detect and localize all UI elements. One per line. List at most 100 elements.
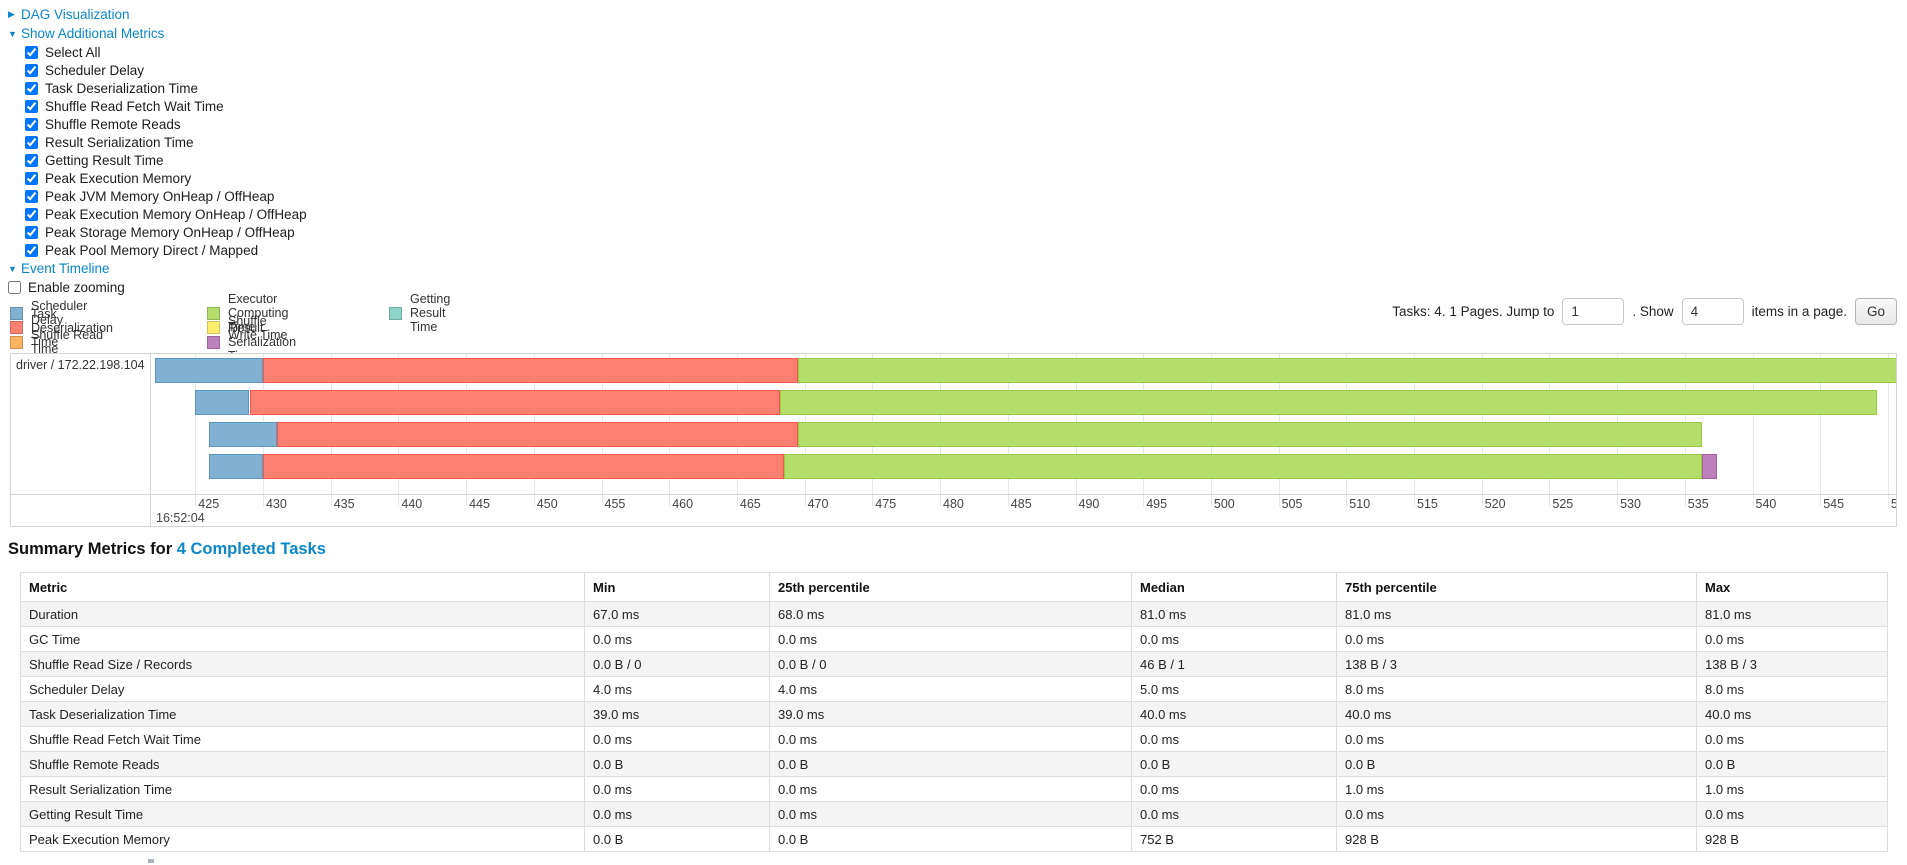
axis-tick-label: 455 (604, 497, 626, 511)
summary-col-header: 25th percentile (769, 572, 1132, 602)
axis-tick (466, 495, 468, 506)
legend-item: Executor Computing Time (207, 292, 296, 334)
scheduler-delay-swatch-icon (10, 306, 23, 320)
metric-checkbox[interactable] (25, 171, 38, 185)
axis-tick (736, 495, 738, 506)
show-additional-metrics-toggle[interactable]: ▼ Show Additional Metrics (8, 24, 307, 43)
task-2-scheduler-delay-bar[interactable] (195, 390, 250, 415)
task-3-executor-computing-bar[interactable] (797, 422, 1703, 447)
legend-item: Shuffle Write Time (207, 314, 296, 342)
metric-checkbox[interactable] (25, 45, 38, 59)
task-1-executor-computing-bar[interactable] (797, 358, 1896, 383)
gridline (1820, 354, 1822, 494)
summary-col-header: Min (584, 572, 770, 602)
summary-row: Shuffle Read Size / Records 0.0 B / 0 0.0 … (20, 651, 1888, 677)
axis-tick (1414, 495, 1415, 506)
metric-checkbox[interactable] (25, 243, 38, 257)
metric-checkbox-row: Shuffle Read Fetch Wait Time (8, 97, 307, 115)
shuffle-write-swatch-icon (207, 321, 220, 335)
go-button[interactable]: Go (1854, 297, 1897, 325)
axis-tick-label: 515 (1417, 497, 1438, 511)
axis-tick-label: 470 (807, 497, 829, 511)
axis-tick-label: 520 (1484, 497, 1506, 511)
metric-name-cell: Task Deserialization Time (20, 701, 585, 727)
executor-computing-swatch-icon (207, 306, 220, 320)
axis-tick-label: 475 (875, 497, 897, 511)
axis-tick (1075, 495, 1077, 506)
enable-zooming-label: Enable zooming (28, 279, 125, 295)
axis-tick-label: 500 (1213, 497, 1235, 511)
enable-zooming-row: Enable zooming (8, 278, 307, 296)
task-4-executor-computing-bar[interactable] (784, 454, 1703, 479)
task-2-executor-computing-bar[interactable] (780, 390, 1878, 415)
legend-column: Executor Computing Time Shuffle Write Tim… (207, 292, 296, 363)
metric-checkbox-label: Shuffle Read Fetch Wait Time (45, 98, 224, 114)
metric-checkbox[interactable] (25, 117, 38, 131)
metric-checkbox[interactable] (25, 99, 38, 113)
items-per-page-input[interactable] (1681, 297, 1744, 325)
summary-metrics-title: Summary Metrics for 4 Completed Tasks (8, 540, 326, 559)
metric-checkbox[interactable] (25, 63, 38, 77)
metric-checkbox[interactable] (25, 135, 38, 149)
axis-tick (872, 495, 874, 506)
task-4-scheduler-delay-bar[interactable] (208, 454, 264, 479)
event-timeline-toggle[interactable]: ▼ Event Timeline (8, 259, 307, 278)
metric-name-cell: Getting Result Time (20, 801, 585, 827)
summary-col-header: Median (1131, 572, 1337, 602)
summary-row: GC Time 0.0 ms 0.0 ms 0.0 ms 0.0 ms 0.0 ms (20, 626, 1888, 652)
metric-value-cell: 0.0 ms (1696, 626, 1888, 652)
axis-tick-label: 465 (739, 497, 761, 511)
summary-row: Shuffle Remote Reads 0.0 B 0.0 B 0.0 B 0.0 B… (20, 751, 1888, 777)
metric-name-cell: Duration (20, 601, 585, 627)
axis-tick (1684, 495, 1686, 506)
metric-value-cell: 0.0 ms (1336, 626, 1697, 652)
task-1-scheduler-delay-bar[interactable] (154, 358, 263, 383)
metric-checkbox[interactable] (25, 207, 38, 221)
metric-checkbox-label: Peak Execution Memory (45, 170, 192, 186)
metric-checkbox[interactable] (25, 81, 38, 95)
summary-row: Duration 67.0 ms 68.0 ms 81.0 ms 81.0 ms 81.0… (20, 601, 1888, 627)
task-4-result-serialization-bar[interactable] (1702, 454, 1718, 479)
summary-col-header: Max (1696, 572, 1888, 602)
summary-header-row: Metric Min 25th percentile Median 75th perce… (20, 572, 1888, 602)
axis-tick-label: 525 (1552, 497, 1574, 511)
enable-zooming-checkbox[interactable] (8, 280, 21, 294)
metric-value-cell: 752 B (1131, 826, 1337, 852)
axis-tick-label: 450 (536, 497, 558, 511)
metric-checkbox[interactable] (25, 153, 38, 167)
metric-value-cell: 0.0 ms (1131, 801, 1337, 827)
task-3-task-deserialization-bar[interactable] (276, 422, 798, 447)
axis-tick (1617, 495, 1619, 506)
completed-tasks-link[interactable]: 4 Completed Tasks (176, 540, 326, 558)
dag-visualization-toggle[interactable]: ▶ DAG Visualization (8, 5, 307, 24)
metric-checkbox[interactable] (25, 225, 38, 239)
metric-checkbox[interactable] (25, 189, 38, 203)
metric-value-cell: 928 B (1696, 826, 1888, 852)
metric-value-cell: 0.0 B (1336, 751, 1697, 777)
task-4-task-deserialization-bar[interactable] (263, 454, 785, 479)
metric-value-cell: 67.0 ms (584, 601, 770, 627)
metric-value-cell: 4.0 ms (584, 676, 770, 702)
gridline (1887, 354, 1889, 494)
axis-tick-label: 540 (1755, 497, 1777, 511)
axis-tick (1887, 495, 1889, 506)
axis-tick-label: 535 (1687, 497, 1709, 511)
metric-name-cell: Shuffle Read Size / Records (20, 651, 585, 677)
metric-value-cell: 0.0 ms (584, 776, 770, 802)
axis-tick (263, 495, 264, 506)
jump-to-page-input[interactable] (1562, 297, 1625, 325)
metric-value-cell: 1.0 ms (1336, 776, 1697, 802)
axis-tick-label: 495 (1146, 497, 1168, 511)
summary-row: Task Deserialization Time 39.0 ms 39.0 ms 4… (20, 701, 1888, 727)
metric-value-cell: 81.0 ms (1131, 601, 1337, 627)
summary-row: Scheduler Delay 4.0 ms 4.0 ms 5.0 ms 8.0 ms 8… (20, 676, 1888, 702)
task-2-task-deserialization-bar[interactable] (249, 390, 781, 415)
task-3-scheduler-delay-bar[interactable] (208, 422, 277, 447)
metric-value-cell: 81.0 ms (1336, 601, 1697, 627)
axis-tick (1278, 495, 1280, 506)
axis-tick-label: 530 (1620, 497, 1641, 511)
metric-value-cell: 8.0 ms (1336, 676, 1697, 702)
summary-row: Shuffle Read Fetch Wait Time 0.0 ms 0.0 ms… (20, 726, 1888, 752)
task-1-task-deserialization-bar[interactable] (263, 358, 798, 383)
legend-item: Task Deserialization Time (10, 307, 113, 349)
